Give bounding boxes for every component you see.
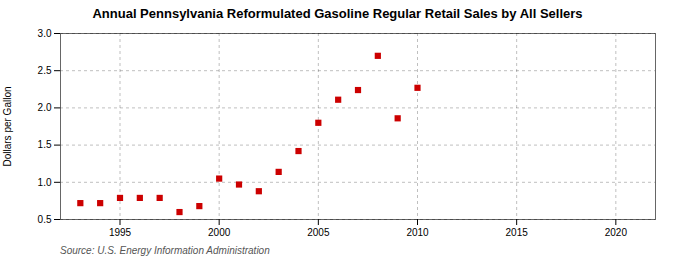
- svg-text:1.0: 1.0: [38, 177, 52, 188]
- svg-text:1.5: 1.5: [38, 139, 52, 150]
- svg-text:2.5: 2.5: [38, 65, 52, 76]
- svg-text:2005: 2005: [307, 227, 330, 238]
- svg-text:2000: 2000: [208, 227, 231, 238]
- svg-text:Dollars per Gallon: Dollars per Gallon: [2, 86, 13, 166]
- svg-text:1995: 1995: [109, 227, 132, 238]
- svg-text:2015: 2015: [506, 227, 529, 238]
- svg-text:3.0: 3.0: [38, 28, 52, 39]
- svg-text:2020: 2020: [605, 227, 628, 238]
- svg-text:2.0: 2.0: [38, 102, 52, 113]
- svg-text:2010: 2010: [406, 227, 429, 238]
- html-text:Annual Pennsylvania Reformulat: Annual Pennsylvania Reformulated Gasolin…: [92, 6, 583, 21]
- svg-text:0.5: 0.5: [38, 214, 52, 225]
- html-text:Source: U.S. Energy Informatio: Source: U.S. Energy Information Administ…: [60, 245, 270, 256]
